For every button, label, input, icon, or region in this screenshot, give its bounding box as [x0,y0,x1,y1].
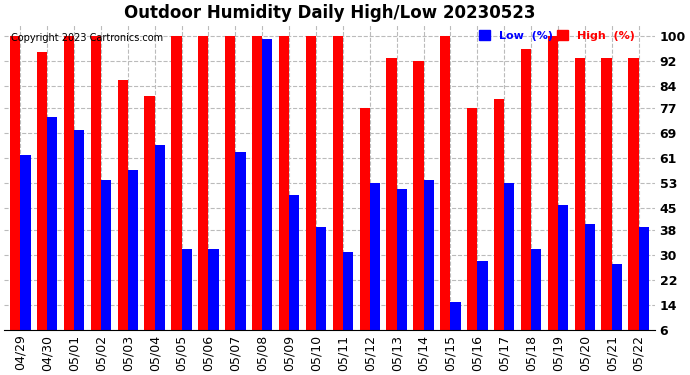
Bar [612,264,622,348]
Bar [602,58,612,348]
Bar [370,183,380,348]
Bar [235,152,246,348]
Bar [316,226,326,348]
Bar [181,249,192,348]
Title: Outdoor Humidity Daily High/Low 20230523: Outdoor Humidity Daily High/Low 20230523 [124,4,535,22]
Bar [585,224,595,348]
Bar [117,80,128,348]
Bar [306,36,316,348]
Bar [101,180,111,348]
Bar [521,49,531,348]
Bar [440,36,451,348]
Legend: Low  (%), High  (%): Low (%), High (%) [477,29,636,42]
Bar [74,130,84,348]
Bar [262,39,273,348]
Bar [629,58,638,348]
Bar [289,195,299,348]
Bar [64,36,74,348]
Bar [424,180,434,348]
Bar [504,183,515,348]
Bar [477,261,488,348]
Bar [47,117,57,348]
Bar [155,146,165,348]
Bar [386,58,397,348]
Bar [37,52,47,348]
Bar [531,249,541,348]
Bar [343,252,353,348]
Bar [128,171,138,348]
Bar [90,36,101,348]
Bar [494,99,504,348]
Bar [144,96,155,348]
Bar [558,205,568,348]
Bar [451,302,461,348]
Bar [252,36,262,348]
Bar [20,155,30,348]
Bar [198,36,208,348]
Text: Copyright 2023 Cartronics.com: Copyright 2023 Cartronics.com [10,33,163,43]
Bar [467,108,477,348]
Bar [279,36,289,348]
Bar [397,189,407,348]
Bar [171,36,181,348]
Bar [10,36,20,348]
Bar [413,61,424,348]
Bar [333,36,343,348]
Bar [208,249,219,348]
Bar [548,36,558,348]
Bar [638,226,649,348]
Bar [359,108,370,348]
Bar [575,58,585,348]
Bar [225,36,235,348]
